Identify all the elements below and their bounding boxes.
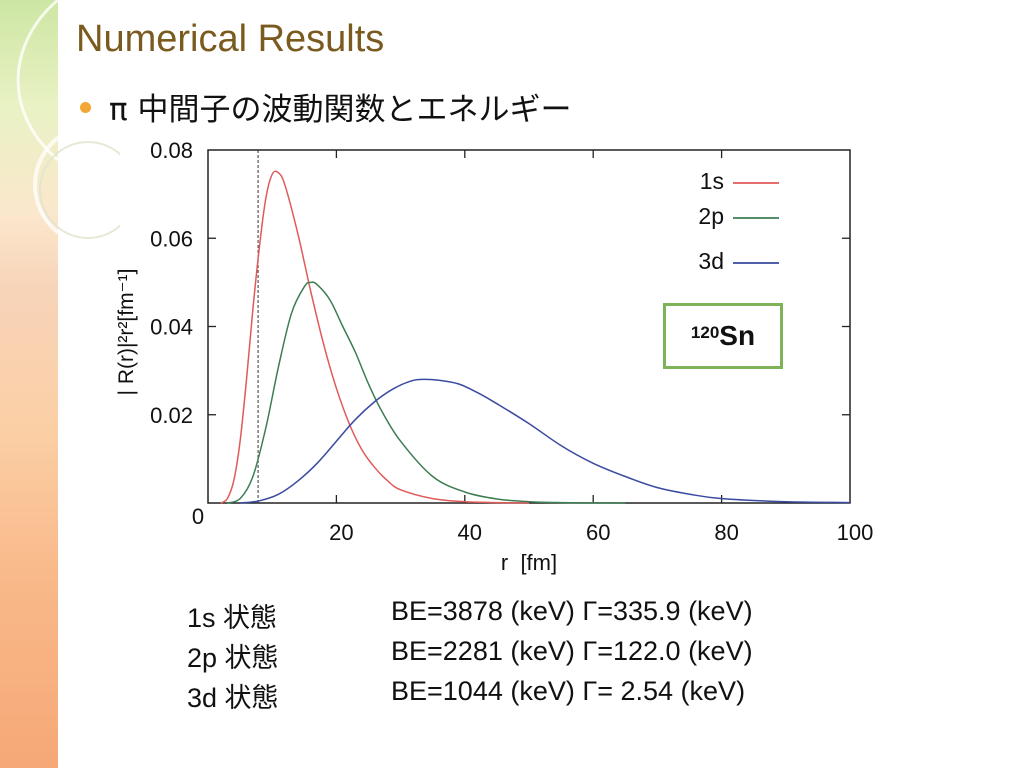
y-tick-label: 0.08 [150,138,193,163]
legend-label-1s: 1s [700,168,724,194]
wavefunction-chart: 0 20 40 60 80 100 0.02 0.04 0.06 0.08 r [fm] | R(r)… [115,138,873,575]
slide-title: Numerical Results [76,18,385,60]
y-tick-label: 0.06 [150,226,193,251]
x-tick-label: 40 [458,520,482,545]
x-tick-label: 60 [586,520,610,545]
result-state: 1s 状態 [187,603,278,633]
series-line-2p [227,281,626,504]
bullet-text: π 中間子の波動関数とエネルギー [109,92,572,128]
bullet-dot [80,102,91,113]
y-axis-label: | R(r)|²r²[fm⁻¹] [115,269,138,396]
legend-label-3d: 3d [698,248,724,274]
element-symbol: Sn [719,320,756,351]
decorative-swirl [16,0,120,247]
nucleus-label-box: 120 Sn [663,303,783,369]
y-tick-label: 0.04 [150,315,193,340]
chart-layer: 0 20 40 60 80 100 0.02 0.04 0.06 0.08 r [fm] | R(r)… [115,138,873,575]
x-tick-label: 100 [837,520,874,545]
result-values: BE=3878 (keV) Γ=335.9 (keV) [391,596,753,626]
result-state: 3d 状態 [187,683,279,713]
x-tick-label: 0 [192,504,204,529]
x-tick-label: 80 [714,520,738,545]
series-line-3d [240,378,851,504]
legend-label-2p: 2p [698,203,724,229]
x-tick-label: 20 [329,520,353,545]
bullet-item: π 中間子の波動関数とエネルギー [80,84,572,129]
result-values: BE=2281 (keV) Γ=122.0 (keV) [391,636,753,666]
result-state: 2p 状態 [187,643,279,673]
decorative-side-strip [0,0,58,768]
series-line-1s [220,170,530,504]
result-values: BE=1044 (keV) Γ= 2.54 (keV) [391,676,746,706]
x-axis-label: r [fm] [501,550,557,575]
mass-number: 120 [690,323,720,342]
y-tick-label: 0.02 [150,403,193,428]
